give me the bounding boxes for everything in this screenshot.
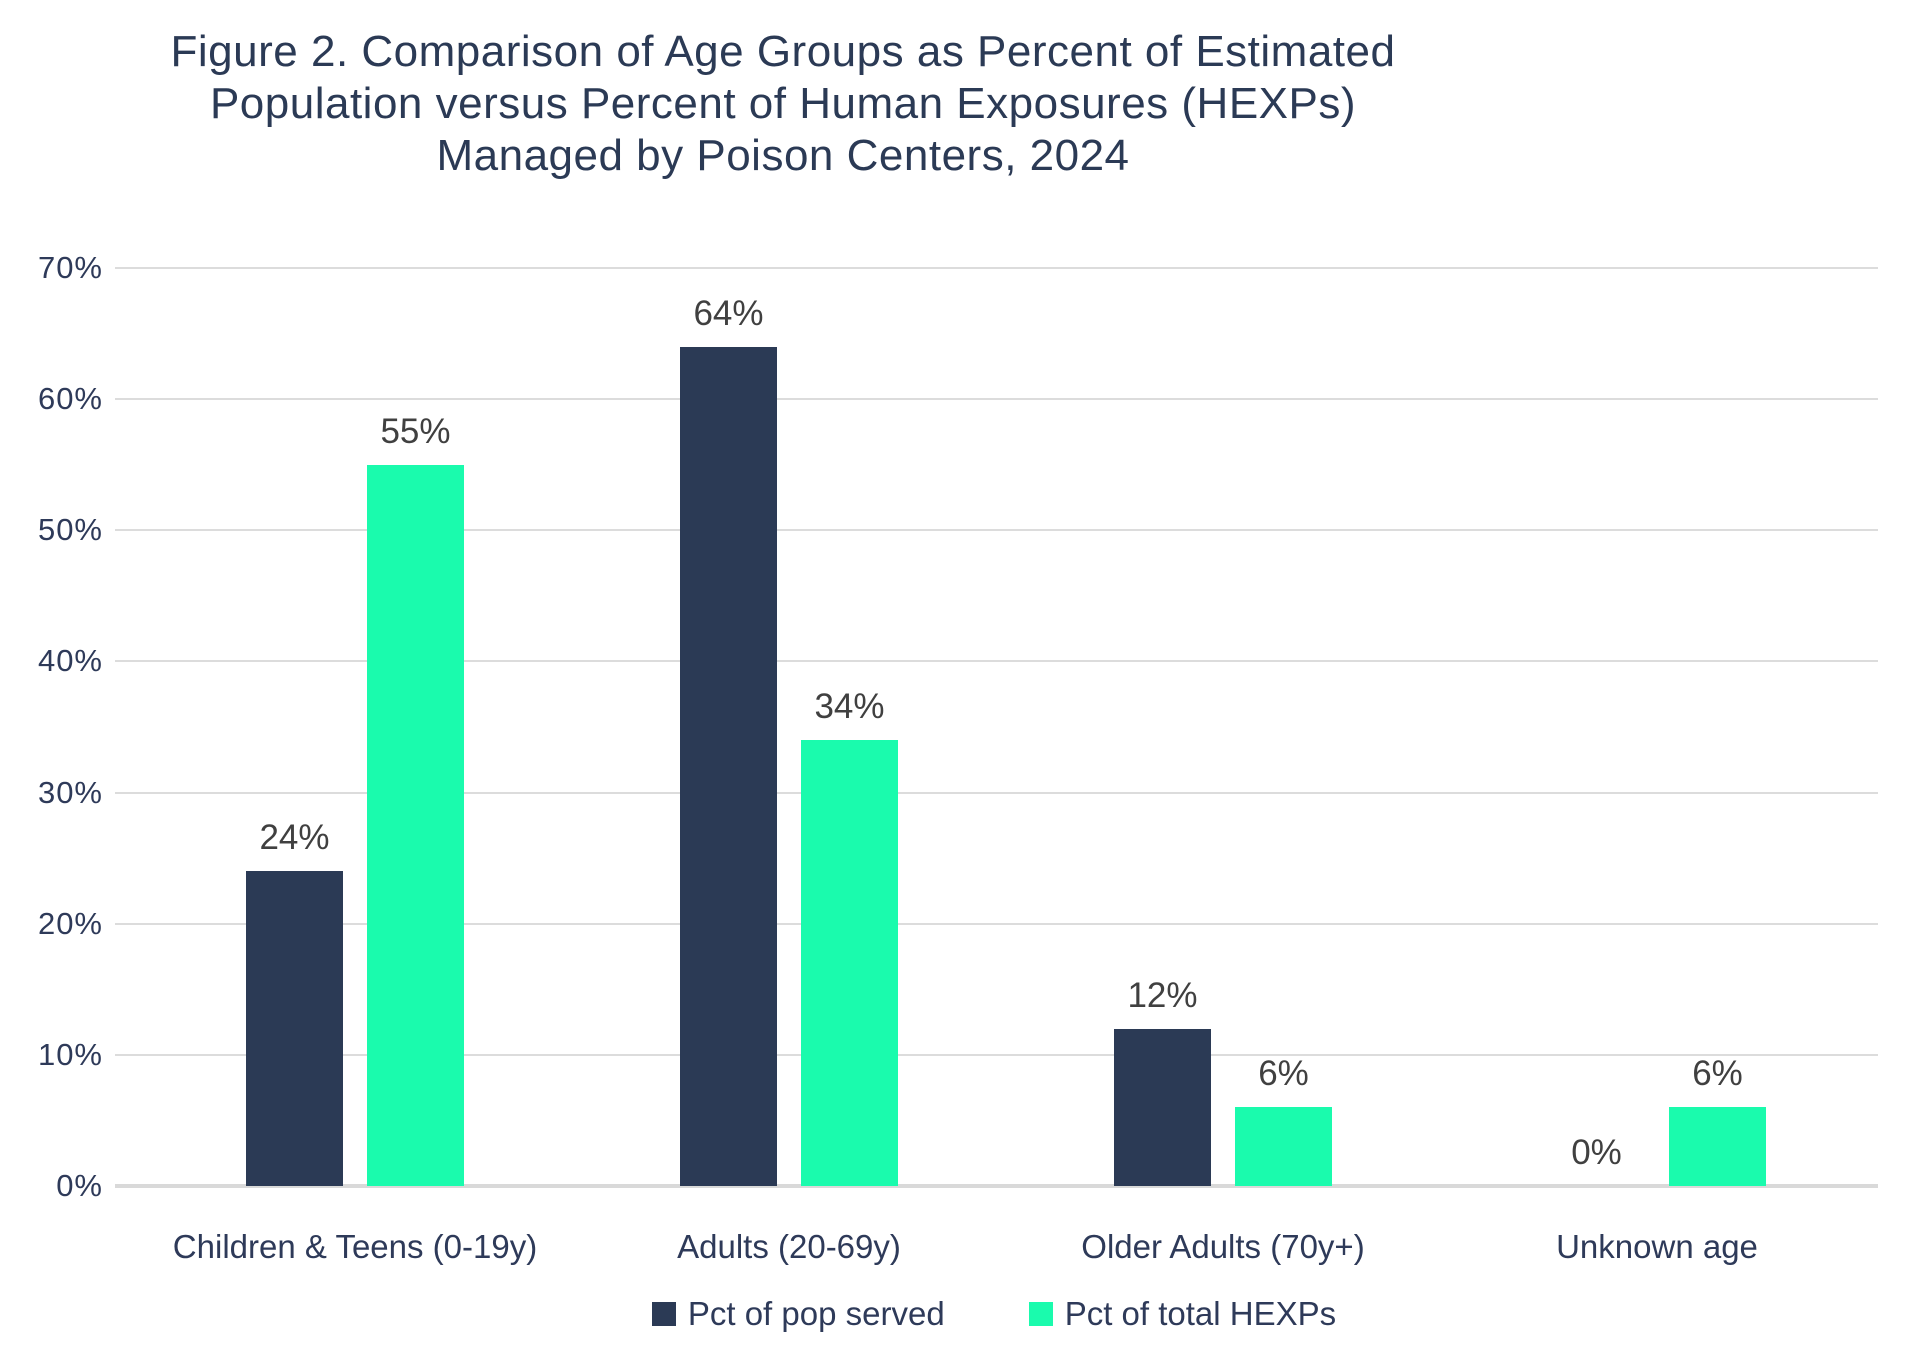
legend-label: Pct of pop served (687, 1295, 945, 1332)
bar-total-hexps (1235, 1107, 1332, 1186)
x-category-label: Unknown age (1556, 1228, 1758, 1265)
y-tick-label: 10% (37, 1036, 103, 1072)
gridline (115, 1053, 1878, 1056)
bar-pop-served (1114, 1028, 1211, 1186)
legend: Pct of pop served Pct of total HEXPs (0, 1296, 1920, 1332)
bar-value-label: 64% (693, 293, 764, 333)
bar-total-hexps (1669, 1107, 1766, 1186)
y-tick-label: 20% (37, 905, 103, 941)
gridline (115, 529, 1878, 532)
x-category-label: Children & Teens (0-19y) (172, 1228, 538, 1265)
bar-pop-served (680, 346, 777, 1186)
gridline (115, 660, 1878, 663)
legend-swatch-icon (1028, 1302, 1053, 1326)
legend-label: Pct of total HEXPs (1064, 1295, 1337, 1332)
chart-title: Figure 2. Comparison of Age Groups as Pe… (170, 27, 1396, 180)
x-axis-line (115, 1184, 1878, 1188)
bar-value-label: 0% (1571, 1133, 1622, 1172)
x-category-label: Older Adults (70y+) (1081, 1228, 1365, 1265)
gridline (115, 398, 1878, 401)
y-tick-label: 50% (37, 512, 103, 548)
y-tick-label: 40% (37, 643, 103, 679)
y-tick-label: 70% (37, 250, 103, 285)
bar-value-label: 24% (259, 818, 330, 858)
gridline (115, 922, 1878, 925)
bar-pop-served (246, 871, 343, 1186)
legend-swatch-icon (651, 1302, 676, 1326)
gridline (115, 267, 1878, 269)
legend-item: Pct of pop served (651, 1295, 945, 1332)
y-tick-label: 0% (56, 1168, 103, 1203)
legend-item: Pct of total HEXPs (1028, 1295, 1337, 1332)
x-category-label: Adults (20-69y) (677, 1228, 901, 1265)
y-tick-label: 30% (37, 774, 103, 810)
bar-value-label: 34% (814, 687, 885, 727)
bar-value-label: 55% (380, 411, 451, 451)
gridline (115, 791, 1878, 794)
bar-total-hexps (367, 464, 464, 1186)
bar-value-label: 6% (1258, 1054, 1309, 1094)
y-tick-label: 60% (37, 381, 103, 417)
bar-value-label: 6% (1692, 1054, 1743, 1094)
bar-total-hexps (801, 740, 898, 1186)
bar-value-label: 12% (1127, 975, 1198, 1015)
